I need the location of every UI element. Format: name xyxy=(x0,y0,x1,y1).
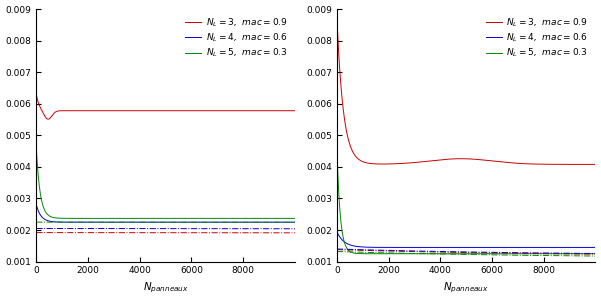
Line: $N_L = 3$,  $mac = 0.9$: $N_L = 3$, $mac = 0.9$ xyxy=(36,95,295,119)
X-axis label: $N_{panneaux}$: $N_{panneaux}$ xyxy=(443,281,489,296)
Legend: $N_L = 3$,  $mac = 0.9$, $N_L = 4$,  $mac = 0.6$, $N_L = 5$,  $mac = 0.3$: $N_L = 3$, $mac = 0.9$, $N_L = 4$, $mac … xyxy=(483,14,591,62)
$N_L = 5$,  $mac = 0.3$ xyxy=(346,250,353,253)
$N_L = 3$,  $mac = 0.9$ xyxy=(452,157,459,161)
$N_L = 5$,  $mac = 0.3$ xyxy=(584,252,591,256)
Line: $N_L = 4$,  $mac = 0.6$: $N_L = 4$, $mac = 0.6$ xyxy=(337,232,596,247)
X-axis label: $N_{panneaux}$: $N_{panneaux}$ xyxy=(142,281,189,296)
$N_L = 4$,  $mac = 0.6$ xyxy=(584,246,591,249)
$N_L = 3$,  $mac = 0.9$ xyxy=(284,109,291,113)
$N_L = 4$,  $mac = 0.6$ xyxy=(459,246,466,249)
$N_L = 5$,  $mac = 0.3$ xyxy=(284,216,291,220)
$N_L = 5$,  $mac = 0.3$ xyxy=(459,252,466,256)
$N_L = 3$,  $mac = 0.9$ xyxy=(346,143,353,147)
$N_L = 3$,  $mac = 0.9$ xyxy=(284,109,291,113)
$N_L = 3$,  $mac = 0.9$ xyxy=(592,163,599,166)
$N_L = 3$,  $mac = 0.9$ xyxy=(584,163,591,166)
$N_L = 4$,  $mac = 0.6$ xyxy=(198,220,205,224)
$N_L = 4$,  $mac = 0.6$ xyxy=(32,203,40,207)
Line: $N_L = 3$,  $mac = 0.9$: $N_L = 3$, $mac = 0.9$ xyxy=(337,16,596,164)
$N_L = 5$,  $mac = 0.3$ xyxy=(32,147,40,150)
$N_L = 5$,  $mac = 0.3$ xyxy=(461,252,468,256)
$N_L = 4$,  $mac = 0.6$ xyxy=(452,246,459,249)
$N_L = 5$,  $mac = 0.3$ xyxy=(236,216,243,220)
$N_L = 3$,  $mac = 0.9$ xyxy=(151,109,159,113)
$N_L = 3$,  $mac = 0.9$ xyxy=(159,109,166,113)
$N_L = 4$,  $mac = 0.6$ xyxy=(346,243,353,247)
$N_L = 5$,  $mac = 0.3$ xyxy=(159,216,166,220)
$N_L = 4$,  $mac = 0.6$ xyxy=(151,220,159,224)
$N_L = 4$,  $mac = 0.6$ xyxy=(592,246,599,249)
$N_L = 5$,  $mac = 0.3$ xyxy=(584,252,591,256)
$N_L = 3$,  $mac = 0.9$ xyxy=(459,157,466,160)
$N_L = 3$,  $mac = 0.9$ xyxy=(46,117,53,120)
$N_L = 4$,  $mac = 0.6$ xyxy=(587,246,594,249)
$N_L = 5$,  $mac = 0.3$ xyxy=(537,252,544,256)
$N_L = 5$,  $mac = 0.3$ xyxy=(151,216,159,220)
$N_L = 4$,  $mac = 0.6$ xyxy=(236,220,243,224)
$N_L = 3$,  $mac = 0.9$ xyxy=(236,109,243,113)
$N_L = 4$,  $mac = 0.6$ xyxy=(333,230,340,234)
$N_L = 5$,  $mac = 0.3$ xyxy=(176,216,183,220)
$N_L = 4$,  $mac = 0.6$ xyxy=(284,220,291,224)
$N_L = 4$,  $mac = 0.6$ xyxy=(159,220,166,224)
$N_L = 3$,  $mac = 0.9$ xyxy=(291,109,299,113)
$N_L = 5$,  $mac = 0.3$ xyxy=(333,144,340,147)
$N_L = 4$,  $mac = 0.6$ xyxy=(291,220,299,224)
$N_L = 5$,  $mac = 0.3$ xyxy=(452,252,459,256)
$N_L = 4$,  $mac = 0.6$ xyxy=(46,219,53,223)
$N_L = 5$,  $mac = 0.3$ xyxy=(284,216,291,220)
$N_L = 3$,  $mac = 0.9$ xyxy=(44,117,52,121)
$N_L = 5$,  $mac = 0.3$ xyxy=(46,214,53,218)
Legend: $N_L = 3$,  $mac = 0.9$, $N_L = 4$,  $mac = 0.6$, $N_L = 5$,  $mac = 0.3$: $N_L = 3$, $mac = 0.9$, $N_L = 4$, $mac … xyxy=(183,14,290,62)
$N_L = 4$,  $mac = 0.6$ xyxy=(584,246,591,249)
$N_L = 4$,  $mac = 0.6$ xyxy=(537,246,544,249)
$N_L = 3$,  $mac = 0.9$ xyxy=(537,162,544,166)
Line: $N_L = 5$,  $mac = 0.3$: $N_L = 5$, $mac = 0.3$ xyxy=(36,148,295,218)
$N_L = 3$,  $mac = 0.9$ xyxy=(584,163,591,166)
$N_L = 5$,  $mac = 0.3$ xyxy=(291,216,299,220)
$N_L = 3$,  $mac = 0.9$ xyxy=(32,93,40,96)
$N_L = 3$,  $mac = 0.9$ xyxy=(333,14,340,18)
Line: $N_L = 5$,  $mac = 0.3$: $N_L = 5$, $mac = 0.3$ xyxy=(337,146,596,254)
$N_L = 4$,  $mac = 0.6$ xyxy=(284,220,291,224)
Line: $N_L = 4$,  $mac = 0.6$: $N_L = 4$, $mac = 0.6$ xyxy=(36,205,295,222)
$N_L = 5$,  $mac = 0.3$ xyxy=(592,252,599,256)
